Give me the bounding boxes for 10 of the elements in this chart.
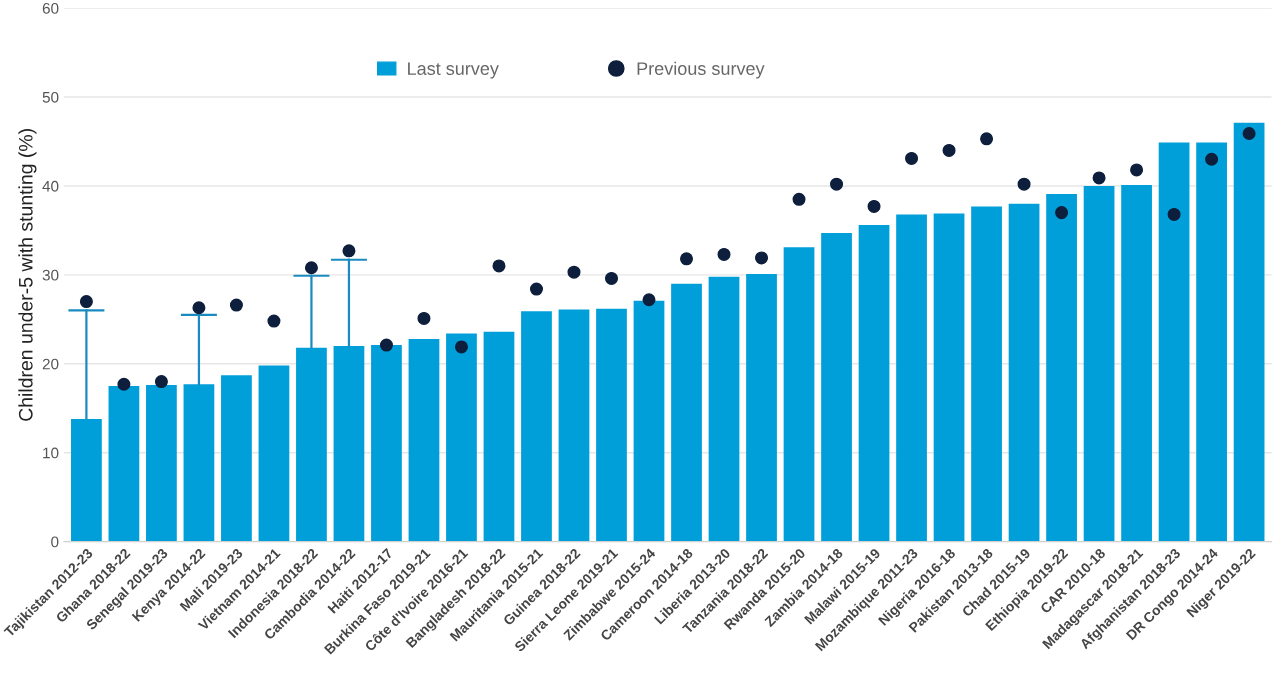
legend-label: Previous survey bbox=[637, 61, 765, 79]
y-tick-label: 60 bbox=[42, 2, 59, 14]
y-tick-label: 0 bbox=[51, 536, 59, 548]
y-tick-label: 10 bbox=[43, 447, 59, 459]
y-tick-label: 40 bbox=[42, 180, 59, 192]
y-tick-label: 20 bbox=[42, 358, 59, 370]
y-axis-title: Children under-5 with stunting (%) bbox=[18, 129, 37, 421]
y-tick-label: 30 bbox=[42, 269, 59, 281]
legend-label: Last survey bbox=[408, 62, 499, 79]
y-tick-label: 50 bbox=[42, 91, 59, 103]
